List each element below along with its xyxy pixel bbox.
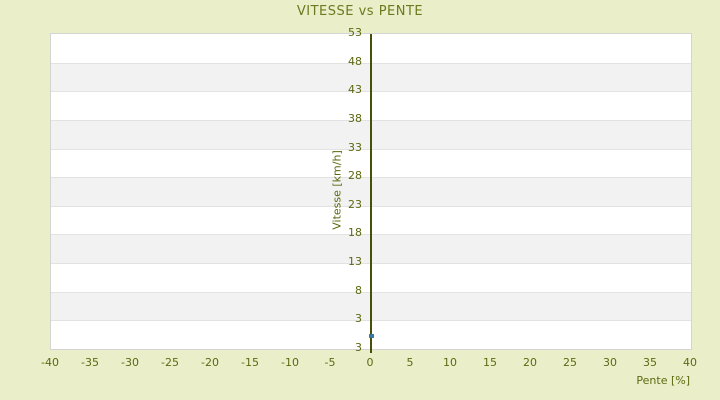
- x-tick-label: 35: [643, 356, 657, 369]
- y-axis-line: [370, 34, 372, 353]
- y-tick-label: 43: [348, 83, 362, 97]
- x-tick-label: -40: [41, 356, 59, 369]
- y-tick-label: 23: [348, 197, 362, 211]
- y-tick-label: 28: [348, 169, 362, 183]
- y-tick-label: 53: [348, 26, 362, 39]
- y-tick-label: 38: [348, 111, 362, 125]
- plot-area: [50, 33, 692, 353]
- x-tick-label: -15: [241, 356, 259, 369]
- x-axis-title: Pente [%]: [636, 374, 690, 387]
- x-tick-label: 5: [406, 356, 414, 369]
- x-tick-label: 40: [683, 356, 697, 369]
- chart-title: VITESSE vs PENTE: [296, 4, 424, 19]
- x-tick-label: 20: [523, 356, 537, 369]
- x-tick-label: -35: [81, 356, 99, 369]
- x-tick-label: 15: [483, 356, 497, 369]
- y-tick-label: 48: [348, 54, 362, 68]
- x-tick-label: 25: [563, 356, 577, 369]
- x-tick-label: -25: [161, 356, 179, 369]
- data-point-marker: [368, 334, 374, 339]
- y-tick-label: 18: [348, 226, 362, 240]
- y-tick-label: 13: [348, 255, 362, 269]
- y-tick-label: 3: [355, 341, 362, 354]
- x-tick-label: 0: [366, 356, 374, 369]
- y-axis-title: Vitesse [km/h]: [330, 150, 344, 230]
- x-tick-label: 10: [443, 356, 457, 369]
- x-tick-label: -5: [324, 356, 336, 369]
- x-tick-label: 30: [603, 356, 617, 369]
- y-tick-label: 8: [355, 283, 362, 297]
- y-tick-label: 3: [355, 312, 362, 326]
- y-tick-label: 33: [348, 140, 362, 154]
- x-tick-label: -30: [121, 356, 139, 369]
- x-tick-label: -10: [281, 356, 299, 369]
- x-tick-label: -20: [201, 356, 219, 369]
